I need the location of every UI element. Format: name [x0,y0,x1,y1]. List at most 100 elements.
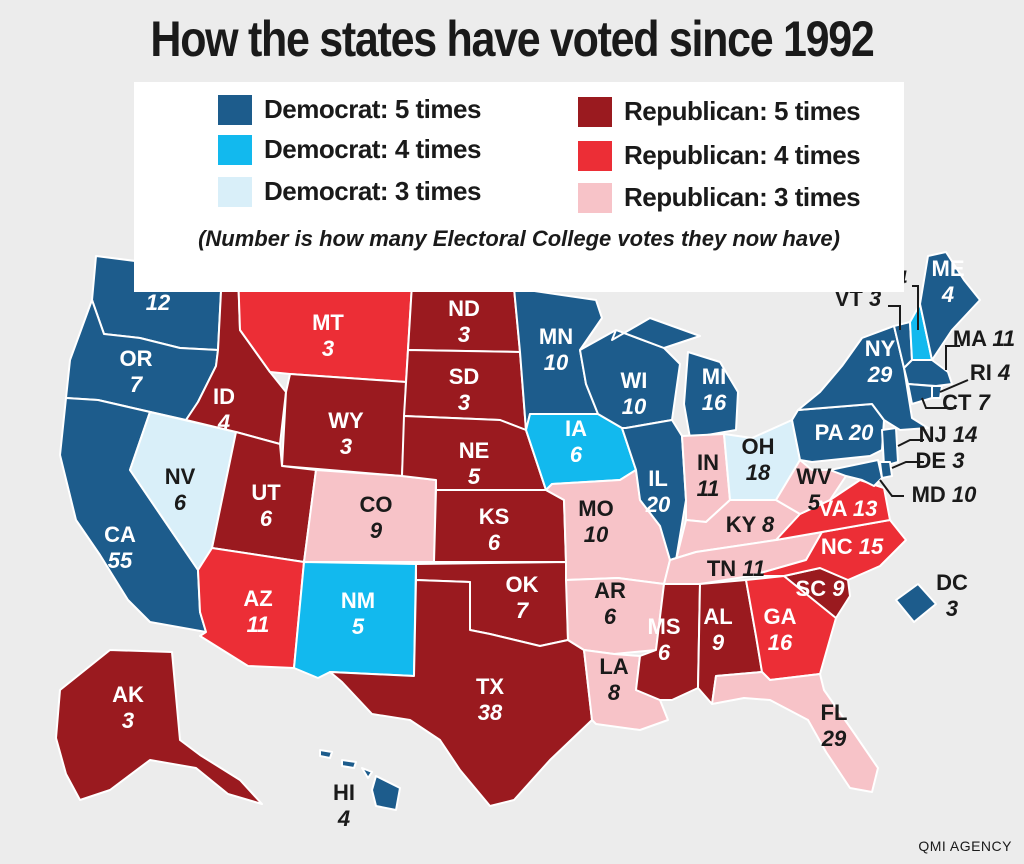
state-abbr-nc: NC [821,534,859,559]
label-dc: DC 3 [936,570,968,621]
electoral-votes-al: 9 [712,630,725,655]
state-DC[interactable] [895,583,937,623]
label-az: AZ 11 [243,586,272,637]
electoral-votes-il: 20 [645,492,671,517]
state-abbr-ut: UT [251,480,281,505]
legend: Democrat: 5 times Democrat: 4 times Demo… [134,82,904,292]
state-NY[interactable] [797,325,929,431]
state-FL[interactable] [711,671,879,793]
label-ut: UT 6 [251,480,281,531]
label-ne: NE 5 [459,438,490,489]
electoral-votes-ia: 6 [570,442,583,467]
electoral-votes-wi: 10 [622,394,647,419]
state-HI[interactable] [319,749,401,811]
electoral-votes-mo: 10 [584,522,609,547]
state-abbr-wv: WV [796,464,832,489]
state-abbr-or: OR [120,346,153,371]
label-nj: NJ 14 [919,422,978,447]
label-md: MD 10 [912,482,978,507]
label-nd: ND 3 [448,296,480,347]
state-abbr-de: DE [916,448,953,473]
state-MS[interactable] [635,583,701,701]
electoral-votes-oh: 18 [746,460,771,485]
state-CT[interactable] [907,383,933,405]
state-abbr-wy: WY [328,408,364,433]
electoral-votes-me: 4 [941,282,954,307]
label-la: LA 8 [599,654,628,705]
electoral-votes-ca: 55 [108,548,133,573]
electoral-votes-nv: 6 [174,490,187,515]
state-abbr-sc: SC [796,576,833,601]
label-ny: NY 29 [865,336,896,387]
page-title: How the states have voted since 1992 [150,11,874,67]
state-abbr-oh: OH [742,434,775,459]
leader-nh [912,285,919,330]
label-sd: SD 3 [449,364,480,415]
label-ca: CA 55 [104,522,136,573]
electoral-votes-or: 7 [130,372,144,397]
state-NJ[interactable] [881,427,899,467]
legend-swatch-dem-3 [218,176,252,207]
state-ME[interactable] [919,251,981,361]
electoral-votes-wa: 12 [146,290,171,315]
state-abbr-ga: GA [764,604,797,629]
state-MI[interactable] [611,317,739,439]
label-or: OR 7 [120,346,153,397]
electoral-votes-hi: 4 [337,806,350,831]
leader-vt [888,305,901,330]
label-pa: PA 20 [815,420,874,445]
electoral-votes-la: 8 [608,680,621,705]
label-hi: HI 4 [333,780,355,831]
electoral-votes-az: 11 [247,612,270,637]
state-abbr-pa: PA [815,420,849,445]
label-sc: SC 9 [796,576,846,601]
state-LA[interactable] [583,649,669,731]
label-il: IL 20 [645,466,671,517]
electoral-votes-ma: 11 [992,326,1015,351]
legend-item-rep-3: Republican: 3 times [578,182,861,213]
state-MA[interactable] [903,359,953,387]
electoral-votes-ky: 8 [762,512,775,537]
electoral-votes-mt: 3 [322,336,334,361]
electoral-votes-wv: 5 [808,490,821,515]
electoral-votes-nd: 3 [458,322,470,347]
state-abbr-nm: NM [341,588,375,613]
electoral-votes-ny: 29 [867,362,893,387]
label-nm: NM 5 [341,588,375,639]
label-me: ME 4 [932,256,965,307]
label-ri: RI 4 [970,360,1010,385]
electoral-votes-fl: 29 [821,726,847,751]
state-abbr-ct: CT [942,390,977,415]
label-de: DE 3 [916,448,965,473]
state-abbr-ne: NE [459,438,490,463]
electoral-votes-nm: 5 [352,614,365,639]
label-nc: NC 15 [821,534,884,559]
legend-item-dem-3: Democrat: 3 times [218,176,481,207]
state-TX[interactable] [329,579,593,807]
state-abbr-al: AL [703,604,732,629]
electoral-votes-ga: 16 [768,630,793,655]
label-va: VA 13 [819,496,878,521]
state-abbr-md: MD [912,482,952,507]
leader-md [879,479,904,497]
label-ga: GA 16 [764,604,797,655]
state-abbr-me: ME [932,256,965,281]
label-ar: AR 6 [594,578,626,629]
electoral-votes-tx: 38 [478,700,503,725]
state-AK[interactable] [55,649,263,805]
state-abbr-co: CO [360,492,393,517]
state-abbr-in: IN [697,450,719,475]
label-in: IN 11 [697,450,720,501]
leader-nj [897,439,924,447]
legend-swatch-dem-5 [218,94,252,125]
legend-label-rep-4: Republican: 4 times [624,140,861,170]
electoral-votes-md: 10 [952,482,977,507]
legend-swatch-rep-3 [578,182,612,213]
legend-item-dem-5: Democrat: 5 times [218,94,481,125]
label-ia: IA 6 [565,416,587,467]
state-MD[interactable] [829,459,883,487]
electoral-votes-ri: 4 [997,360,1010,385]
state-AR[interactable] [565,577,665,655]
leader-ct [921,397,956,409]
